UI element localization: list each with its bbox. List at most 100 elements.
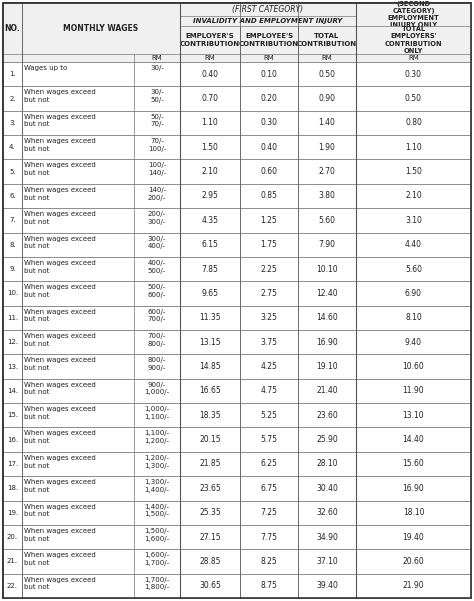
Bar [3, 257, 471, 281]
Bar [3, 427, 471, 452]
Bar [298, 549, 356, 573]
Bar [22, 159, 134, 184]
Text: 30/-: 30/- [150, 65, 164, 71]
Bar [240, 62, 298, 87]
Bar [3, 54, 22, 62]
Bar [240, 135, 298, 159]
Text: (SECOND
CATEGORY)
EMPLOYMENT
INJURY ONLY: (SECOND CATEGORY) EMPLOYMENT INJURY ONLY [386, 14, 440, 43]
Bar [3, 501, 471, 525]
Text: 5.60: 5.60 [319, 216, 336, 225]
Bar [3, 233, 22, 257]
Bar [240, 159, 298, 184]
Bar [240, 427, 298, 452]
Bar [22, 281, 134, 306]
Bar [240, 208, 298, 233]
Bar [298, 403, 356, 427]
Text: 70/-
100/-: 70/- 100/- [148, 138, 166, 152]
Text: 14.60: 14.60 [316, 313, 338, 322]
Text: 14.: 14. [7, 388, 18, 394]
Bar [134, 135, 180, 159]
Bar [180, 306, 240, 330]
Bar [180, 184, 240, 208]
Text: 16.90: 16.90 [402, 484, 424, 493]
Bar [298, 135, 356, 159]
Bar [356, 54, 471, 62]
Text: 50/-
70/-: 50/- 70/- [150, 114, 164, 127]
Bar [22, 573, 134, 598]
Text: 5.75: 5.75 [261, 435, 277, 444]
Bar [356, 355, 471, 379]
Bar [180, 208, 240, 233]
Bar [134, 54, 180, 62]
Text: 6.75: 6.75 [261, 484, 277, 493]
Text: 8.25: 8.25 [261, 557, 277, 566]
Bar [134, 501, 180, 525]
Text: When wages exceed
but not: When wages exceed but not [24, 211, 96, 225]
Bar [240, 355, 298, 379]
Text: When wages exceed
but not: When wages exceed but not [24, 333, 96, 347]
Text: 19.40: 19.40 [402, 532, 424, 542]
Text: 19.10: 19.10 [316, 362, 338, 371]
Bar [134, 476, 180, 501]
Bar [356, 257, 471, 281]
Text: 1,500/-
1,600/-: 1,500/- 1,600/- [145, 528, 170, 542]
Bar [240, 26, 298, 54]
Bar [298, 208, 356, 233]
Bar [134, 281, 180, 306]
Text: 30.40: 30.40 [316, 484, 338, 493]
Text: When wages exceed
but not: When wages exceed but not [24, 284, 96, 298]
Bar [298, 379, 356, 403]
Bar [134, 403, 180, 427]
Bar [22, 525, 134, 549]
Text: 8.75: 8.75 [261, 581, 277, 590]
Text: 4.: 4. [9, 144, 16, 150]
Text: 2.75: 2.75 [261, 289, 277, 298]
Text: 1.10: 1.10 [201, 118, 219, 127]
Bar [22, 379, 134, 403]
Text: 18.35: 18.35 [199, 410, 221, 419]
Text: 3.75: 3.75 [261, 338, 277, 347]
Text: 7.25: 7.25 [261, 508, 277, 517]
Bar [3, 111, 22, 135]
Text: 28.85: 28.85 [199, 557, 221, 566]
Bar [180, 26, 240, 54]
Bar [134, 306, 180, 330]
Text: 6.15: 6.15 [201, 240, 219, 249]
Text: 0.30: 0.30 [405, 70, 422, 79]
Bar [180, 257, 240, 281]
Bar [356, 184, 471, 208]
Bar [134, 257, 180, 281]
Bar [298, 452, 356, 476]
Bar [22, 208, 134, 233]
Bar [298, 355, 356, 379]
Bar [356, 379, 471, 403]
Bar [134, 525, 180, 549]
Bar [22, 184, 134, 208]
Text: 39.40: 39.40 [316, 581, 338, 590]
Text: 0.85: 0.85 [261, 192, 277, 201]
Text: 0.50: 0.50 [319, 70, 336, 79]
Text: 100/-
140/-: 100/- 140/- [148, 162, 166, 176]
Text: 140/-
200/-: 140/- 200/- [148, 187, 166, 201]
Bar [240, 184, 298, 208]
Bar [298, 257, 356, 281]
Text: 25.35: 25.35 [199, 508, 221, 517]
Bar [180, 159, 240, 184]
Text: When wages exceed
but not: When wages exceed but not [24, 504, 96, 517]
Bar [3, 281, 471, 306]
Text: 2.10: 2.10 [405, 192, 422, 201]
Bar [134, 427, 180, 452]
Text: 4.75: 4.75 [261, 386, 277, 395]
Bar [298, 111, 356, 135]
Text: 23.65: 23.65 [199, 484, 221, 493]
Bar [22, 87, 134, 111]
Bar [22, 3, 180, 54]
Text: 30/-
50/-: 30/- 50/- [150, 90, 164, 103]
Text: 6.25: 6.25 [261, 460, 277, 469]
Bar [298, 427, 356, 452]
Text: 21.85: 21.85 [199, 460, 221, 469]
Text: When wages exceed
but not: When wages exceed but not [24, 430, 96, 444]
Bar [180, 573, 240, 598]
Bar [22, 403, 134, 427]
Text: 6.: 6. [9, 193, 16, 199]
